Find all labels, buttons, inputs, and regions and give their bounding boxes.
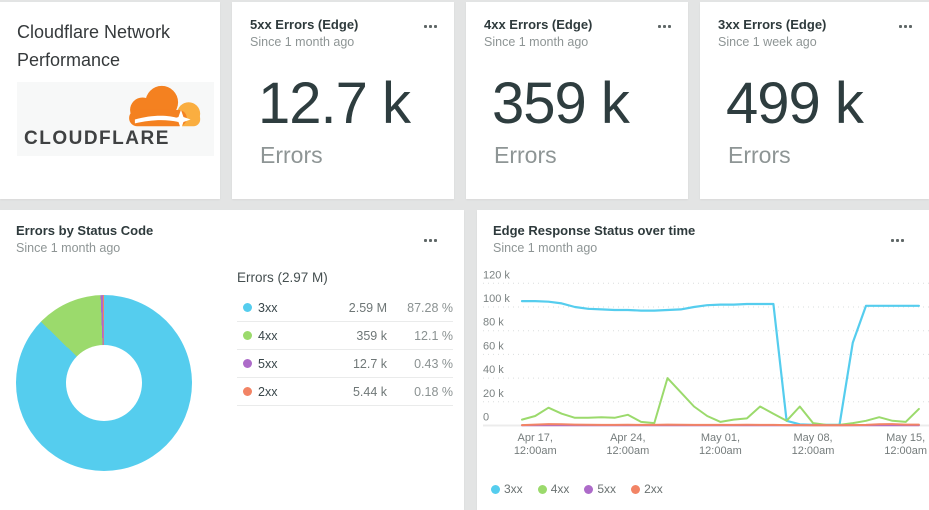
series-color-dot <box>243 387 252 396</box>
cloudflare-logo: CLOUDFLARE <box>17 82 214 156</box>
card-subtitle: Since 1 month ago <box>484 35 589 49</box>
series-name: 5xx <box>597 482 617 496</box>
errors-by-status-code-card: Errors by Status Code Since 1 month ago … <box>0 210 464 510</box>
x-tick-label: 12:00am <box>792 445 835 457</box>
page-title: Cloudflare Network Performance <box>17 22 171 70</box>
stat-unit: Errors <box>494 142 557 168</box>
series-value: 359 k <box>356 328 387 343</box>
series-name: 2xx <box>644 482 663 496</box>
cloudflare-wordmark: CLOUDFLARE <box>24 128 170 149</box>
pie-legend-row-4xx[interactable]: 4xx 359 k 12.1 % <box>237 322 453 350</box>
card-title: Errors by Status Code <box>16 223 154 238</box>
series-name: 4xx <box>258 328 278 343</box>
series-color-dot <box>243 303 252 312</box>
series-value: 2.59 M <box>348 300 387 315</box>
ellipsis-menu-icon[interactable] <box>421 22 440 31</box>
pie-legend-row-3xx[interactable]: 3xx 2.59 M 87.28 % <box>237 294 453 322</box>
series-value: 5.44 k <box>352 384 387 399</box>
ellipsis-menu-icon[interactable] <box>896 22 915 31</box>
card-subtitle: Since 1 week ago <box>718 35 817 49</box>
pie-legend-row-5xx[interactable]: 5xx 12.7 k 0.43 % <box>237 350 453 378</box>
x-tick-label: 12:00am <box>514 445 557 457</box>
y-tick-label: 100 k <box>483 293 510 305</box>
series-name: 3xx <box>258 300 278 315</box>
series-color-dot <box>243 331 252 340</box>
stat-card-5xx: 5xx Errors (Edge) Since 1 month ago 12.7… <box>232 2 454 199</box>
stat-value: 12.7 k <box>258 71 411 136</box>
card-title: Edge Response Status over time <box>493 223 696 238</box>
y-tick-label: 120 k <box>483 269 510 281</box>
y-tick-label: 80 k <box>483 317 504 329</box>
series-percent: 0.18 % <box>414 384 453 399</box>
y-tick-label: 0 <box>483 412 489 424</box>
x-tick-label: Apr 17, <box>517 432 552 444</box>
series-name: 2xx <box>258 384 278 399</box>
series-percent: 87.28 % <box>407 300 453 315</box>
pie-legend-rows: 3xx 2.59 M 87.28 % 4xx 359 k 12.1 % 5xx 12.7 k 0… <box>237 294 453 406</box>
ellipsis-menu-icon[interactable] <box>655 22 674 31</box>
series-line-3xx <box>520 299 920 426</box>
series-line-2xx <box>521 423 920 427</box>
x-tick-label: 12:00am <box>606 445 649 457</box>
legend-item-2xx[interactable]: 2xx <box>631 482 663 496</box>
card-title: 4xx Errors (Edge) <box>484 17 593 32</box>
series-percent: 0.43 % <box>414 356 453 371</box>
legend-item-3xx[interactable]: 3xx <box>491 482 523 496</box>
donut-chart[interactable] <box>16 295 192 471</box>
legend-item-5xx[interactable]: 5xx <box>584 482 616 496</box>
card-subtitle: Since 1 month ago <box>493 241 598 255</box>
stat-card-4xx: 4xx Errors (Edge) Since 1 month ago 359 … <box>466 2 688 199</box>
x-tick-label: Apr 24, <box>610 432 645 444</box>
series-name: 5xx <box>258 356 278 371</box>
cloudflare-cloud-icon <box>129 85 201 130</box>
series-color-dot <box>537 484 547 494</box>
edge-response-status-card: Edge Response Status over time Since 1 m… <box>477 210 929 510</box>
series-color-dot <box>491 484 500 494</box>
y-tick-label: 20 k <box>483 388 504 400</box>
ellipsis-menu-icon[interactable] <box>421 236 440 245</box>
x-tick-label: May 08, <box>793 432 832 444</box>
x-tick-label: 12:00am <box>884 445 927 457</box>
series-color-dot <box>243 359 252 368</box>
card-subtitle: Since 1 month ago <box>250 35 355 49</box>
card-subtitle: Since 1 month ago <box>16 241 121 255</box>
ellipsis-menu-icon[interactable] <box>888 236 907 245</box>
x-tick-label: May 15, <box>886 432 925 444</box>
pie-legend-row-2xx[interactable]: 2xx 5.44 k 0.18 % <box>237 378 453 406</box>
pie-legend-header: Errors (2.97 M) <box>237 270 328 285</box>
series-name: 3xx <box>504 482 523 496</box>
x-tick-label: 12:00am <box>699 445 742 457</box>
card-title: 3xx Errors (Edge) <box>718 17 827 32</box>
stat-card-3xx: 3xx Errors (Edge) Since 1 week ago 499 k… <box>700 2 929 199</box>
card-title: 5xx Errors (Edge) <box>250 17 359 32</box>
series-color-dot <box>631 484 641 494</box>
y-tick-label: 40 k <box>483 364 504 376</box>
donut-hole <box>66 345 142 421</box>
line-chart-legend: 3xx 4xx 5xx 2xx <box>491 482 663 496</box>
legend-item-4xx[interactable]: 4xx <box>537 482 570 496</box>
x-tick-label: May 01, <box>701 432 740 444</box>
series-color-dot <box>584 484 594 494</box>
y-tick-label: 60 k <box>483 340 504 352</box>
series-percent: 12.1 % <box>414 328 453 343</box>
pie-legend: Errors (2.97 M) 3xx 2.59 M 87.28 % 4xx 359 k… <box>237 270 453 406</box>
series-value: 12.7 k <box>352 356 387 371</box>
stat-value: 359 k <box>492 71 630 136</box>
stat-value: 499 k <box>726 71 864 136</box>
stat-unit: Errors <box>260 142 323 168</box>
series-line-4xx <box>521 377 920 426</box>
series-name: 4xx <box>550 482 570 496</box>
dashboard-header-card: Cloudflare Network Performance CLOUDFLAR… <box>0 2 220 199</box>
stat-unit: Errors <box>728 142 791 168</box>
